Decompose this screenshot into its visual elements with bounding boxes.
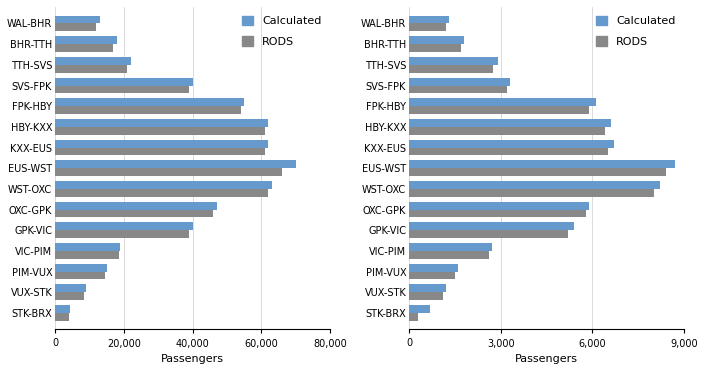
Bar [409,98,596,106]
Bar [55,65,127,73]
Bar [55,264,106,272]
Bar [409,181,660,189]
Legend: Calculated, RODS: Calculated, RODS [593,13,679,50]
Bar [55,106,241,114]
Bar [409,127,605,135]
Bar [409,148,608,155]
Bar [409,160,675,168]
Legend: Calculated, RODS: Calculated, RODS [238,13,325,50]
Bar [409,202,589,210]
X-axis label: Passengers: Passengers [161,354,224,364]
Bar [55,292,84,300]
Bar [55,181,271,189]
Bar [55,285,86,292]
Bar [409,305,431,313]
Bar [55,85,189,93]
Bar [409,285,446,292]
Bar [409,139,614,148]
Bar [409,210,587,217]
Bar [409,119,611,127]
Bar [409,16,449,23]
Bar [55,243,121,251]
Bar [409,65,493,73]
Bar [409,313,418,321]
Bar [409,36,464,44]
Bar [55,251,118,259]
Bar [55,272,105,279]
Bar [55,98,244,106]
Bar [409,85,507,93]
X-axis label: Passengers: Passengers [515,354,578,364]
Bar [55,222,192,230]
Bar [55,168,282,176]
Bar [55,78,192,85]
Bar [409,272,455,279]
Bar [55,210,213,217]
Bar [55,23,97,31]
Bar [409,292,443,300]
Bar [409,78,510,85]
Bar [409,222,574,230]
Bar [409,44,461,52]
Bar [409,264,458,272]
Bar [55,36,117,44]
Bar [409,168,666,176]
Bar [409,189,654,197]
Bar [409,106,589,114]
Bar [55,230,189,238]
Bar [55,139,269,148]
Bar [55,160,296,168]
Bar [55,16,99,23]
Bar [55,148,265,155]
Bar [55,305,70,313]
Bar [409,243,491,251]
Bar [409,251,489,259]
Bar [55,127,265,135]
Bar [409,57,498,65]
Bar [409,230,568,238]
Bar [55,57,130,65]
Bar [55,202,216,210]
Bar [55,313,68,321]
Bar [55,189,269,197]
Bar [55,44,114,52]
Bar [55,119,269,127]
Bar [409,23,446,31]
